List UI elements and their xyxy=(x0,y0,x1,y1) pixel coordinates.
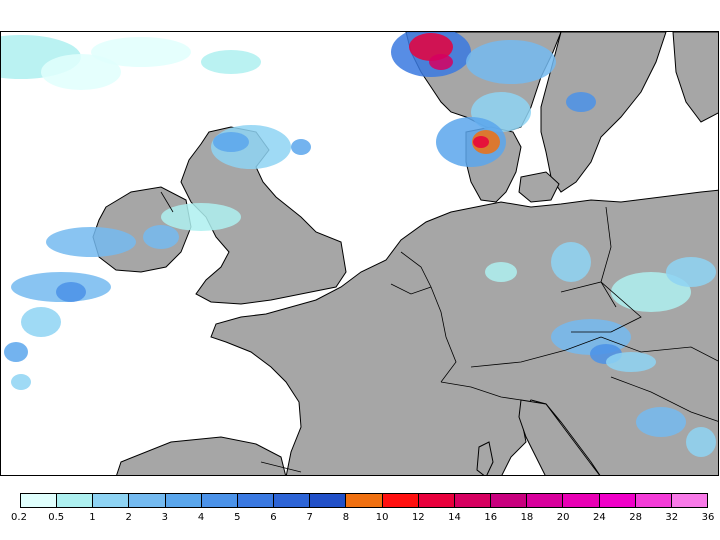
precipitation-area xyxy=(213,132,249,152)
legend-label: 12 xyxy=(411,512,425,523)
legend-swatch xyxy=(165,494,202,507)
border-fr-es xyxy=(260,461,302,473)
border-cz xyxy=(560,281,642,333)
legend-swatch xyxy=(57,494,94,507)
corsica-land xyxy=(476,441,494,475)
precipitation-area xyxy=(466,40,556,84)
border-balkan xyxy=(610,376,718,422)
legend-swatch xyxy=(201,494,238,507)
finland-land xyxy=(672,32,718,123)
legend-swatch xyxy=(491,494,528,507)
legend-swatch xyxy=(382,494,419,507)
legend-label: 10 xyxy=(375,512,389,523)
precipitation-area xyxy=(485,262,517,282)
legend-swatch xyxy=(454,494,492,507)
precipitation-area xyxy=(41,54,121,90)
legend-label: 2 xyxy=(125,512,132,523)
precipitation-area xyxy=(161,203,241,231)
legend-label: 24 xyxy=(592,512,606,523)
legend-label: 5 xyxy=(234,512,241,523)
legend-swatch xyxy=(310,494,347,507)
precipitation-area xyxy=(566,92,596,112)
precipitation-area xyxy=(11,374,31,390)
legend-label: 3 xyxy=(161,512,169,523)
precipitation-legend-bar xyxy=(20,493,708,508)
border-benelux xyxy=(390,251,432,295)
legend-swatch xyxy=(346,494,383,507)
precipitation-area xyxy=(4,342,28,362)
sweden-land xyxy=(540,32,667,193)
legend-swatch xyxy=(671,494,707,507)
danish-islands xyxy=(518,171,560,203)
legend-swatch xyxy=(274,494,311,507)
precipitation-area xyxy=(46,227,136,257)
legend-swatch xyxy=(93,494,130,507)
precipitation-area xyxy=(429,54,453,70)
precipitation-area xyxy=(606,352,656,372)
legend-label: 32 xyxy=(665,512,679,523)
border-de-pl xyxy=(600,206,617,308)
legend-swatch xyxy=(563,494,600,507)
legend-swatch xyxy=(635,494,672,507)
precipitation-legend-labels: 0.20.5123456781012141618202428323640 xyxy=(0,512,720,526)
legend-label: 14 xyxy=(448,512,461,523)
precipitation-layer xyxy=(1,32,716,457)
precipitation-area xyxy=(21,307,61,337)
border-de-at xyxy=(470,336,602,368)
legend-label: 1 xyxy=(89,512,96,523)
border-alps xyxy=(440,381,522,401)
legend-label: 0.5 xyxy=(48,512,65,523)
precipitation-area xyxy=(611,272,691,312)
precipitation-area xyxy=(143,225,179,249)
legend-label: 0.2 xyxy=(11,512,27,523)
precipitation-area xyxy=(636,407,686,437)
precipitation-area xyxy=(291,139,311,155)
legend-label: 18 xyxy=(520,512,534,523)
precipitation-area xyxy=(666,257,716,287)
italy-land xyxy=(518,399,601,475)
legend-swatch xyxy=(599,494,636,507)
precipitation-area xyxy=(436,117,506,167)
precipitation-area xyxy=(551,242,591,282)
legend-label: 4 xyxy=(197,512,205,523)
precipitation-area xyxy=(409,33,453,61)
precipitation-area xyxy=(91,37,191,67)
legend-label: 28 xyxy=(629,512,642,523)
precipitation-area xyxy=(686,427,716,457)
precipitation-area xyxy=(201,50,261,74)
legend-swatch xyxy=(129,494,166,507)
map-canvas xyxy=(1,32,718,475)
legend-label: 8 xyxy=(342,512,350,523)
legend-label: 7 xyxy=(306,512,313,523)
border-hu xyxy=(600,336,718,362)
legend-label: 16 xyxy=(484,512,498,523)
legend-label: 20 xyxy=(556,512,570,523)
precipitation-map xyxy=(0,31,719,476)
legend-label: 36 xyxy=(701,512,715,523)
legend-swatch xyxy=(237,494,275,507)
precipitation-area xyxy=(473,136,489,148)
land-layer xyxy=(92,32,718,475)
legend-label: 6 xyxy=(270,512,277,523)
borders-layer xyxy=(160,191,718,473)
border-fr-de xyxy=(430,286,457,383)
iberia-land xyxy=(116,436,287,475)
border-uk-ni xyxy=(160,191,174,213)
legend-swatch xyxy=(527,494,564,507)
legend-swatch xyxy=(418,494,455,507)
legend-swatch xyxy=(21,494,58,507)
precipitation-area xyxy=(56,282,86,302)
